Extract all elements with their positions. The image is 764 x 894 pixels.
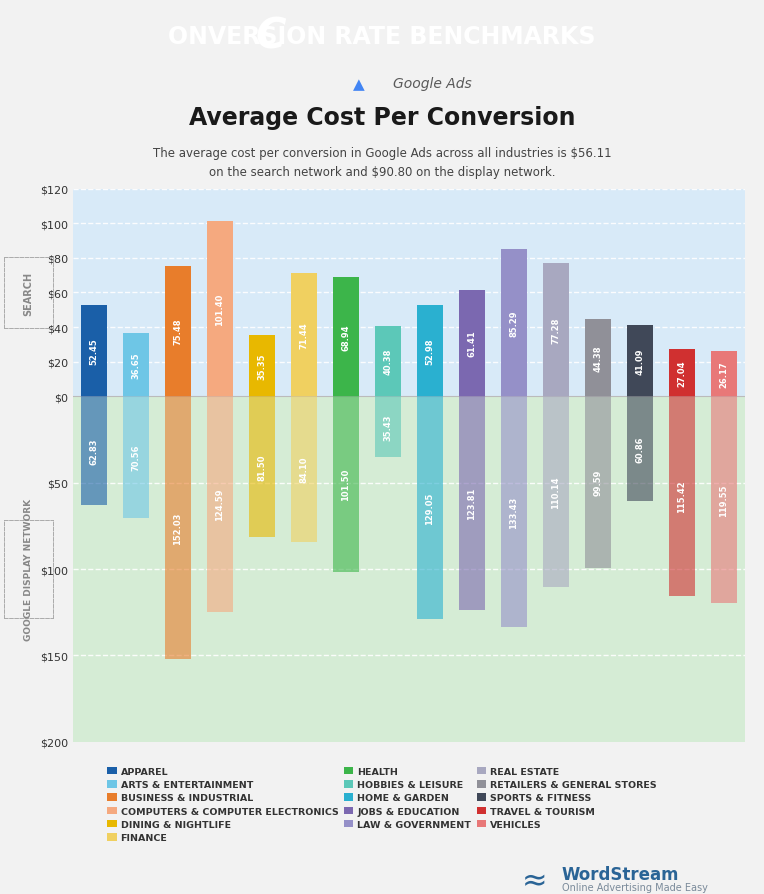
Bar [458,397,485,611]
Bar [80,306,107,397]
Bar [542,264,569,397]
Bar [206,222,233,397]
Text: 26.17: 26.17 [720,361,728,387]
Text: The average cost per conversion in Google Ads across all industries is $56.11
on: The average cost per conversion in Googl… [153,148,611,179]
Bar [374,397,401,458]
Bar [164,266,191,397]
Text: 77.28: 77.28 [552,316,560,343]
Bar [73,397,745,742]
Text: 35.35: 35.35 [257,353,266,379]
Bar [458,291,485,397]
Text: 60.86: 60.86 [636,436,644,462]
Text: ONVERSION RATE BENCHMARKS: ONVERSION RATE BENCHMARKS [168,25,596,48]
Text: ▲: ▲ [353,77,365,92]
Bar [80,397,107,505]
Bar [626,325,653,397]
Text: 27.04: 27.04 [678,360,686,386]
Bar [542,397,569,586]
Text: 85.29: 85.29 [510,310,518,336]
Bar [500,397,527,627]
Text: 123.81: 123.81 [468,487,476,519]
Text: GOOGLE DISPLAY NETWORK: GOOGLE DISPLAY NETWORK [24,498,33,640]
Text: 101.50: 101.50 [342,468,350,501]
Text: Online Advertising Made Easy: Online Advertising Made Easy [562,881,707,892]
Text: 52.45: 52.45 [89,338,98,365]
Text: Google Ads: Google Ads [393,78,472,91]
Bar [122,333,149,397]
Text: C: C [256,16,286,57]
Text: 84.10: 84.10 [299,456,308,483]
Text: 40.38: 40.38 [384,349,392,375]
Bar [626,397,653,502]
Text: 36.65: 36.65 [131,351,140,378]
Bar [668,397,695,596]
Text: 119.55: 119.55 [720,484,728,516]
Text: 61.41: 61.41 [468,331,476,357]
Text: ≈: ≈ [522,866,548,894]
Text: 115.42: 115.42 [678,480,686,512]
Text: 35.43: 35.43 [384,414,392,441]
Text: WordStream: WordStream [562,865,679,883]
Bar [164,397,191,659]
Text: 44.38: 44.38 [594,345,602,372]
Bar [500,249,527,397]
Text: 70.56: 70.56 [131,444,140,471]
Text: 110.14: 110.14 [552,476,560,508]
Legend: APPAREL, ARTS & ENTERTAINMENT, BUSINESS & INDUSTRIAL, COMPUTERS & COMPUTER ELECT: APPAREL, ARTS & ENTERTAINMENT, BUSINESS … [104,763,660,846]
Bar [206,397,233,611]
Bar [711,397,737,603]
Bar [416,397,443,620]
Bar [416,305,443,397]
Bar [73,190,745,397]
Text: 124.59: 124.59 [215,488,224,520]
Bar [248,335,275,397]
Bar [290,274,317,397]
Text: 81.50: 81.50 [257,454,266,480]
Bar [711,351,737,397]
Bar [290,397,317,542]
Text: 129.05: 129.05 [426,492,434,524]
Bar [668,350,695,397]
Text: 99.59: 99.59 [594,469,602,496]
Text: SEARCH: SEARCH [24,271,34,316]
Text: 68.94: 68.94 [342,324,350,350]
Text: 101.40: 101.40 [215,293,224,325]
Bar [584,397,611,569]
Text: 133.43: 133.43 [510,496,518,528]
Text: Average Cost Per Conversion: Average Cost Per Conversion [189,106,575,130]
Text: 52.98: 52.98 [426,338,434,364]
Text: 152.03: 152.03 [173,511,182,544]
Text: 41.09: 41.09 [636,348,644,375]
Text: 71.44: 71.44 [299,322,308,349]
Bar [374,327,401,397]
Bar [248,397,275,537]
Bar [122,397,149,519]
Text: 62.83: 62.83 [89,438,98,464]
Bar [332,278,359,397]
Bar [584,320,611,397]
Bar [332,397,359,572]
Text: 75.48: 75.48 [173,318,182,345]
